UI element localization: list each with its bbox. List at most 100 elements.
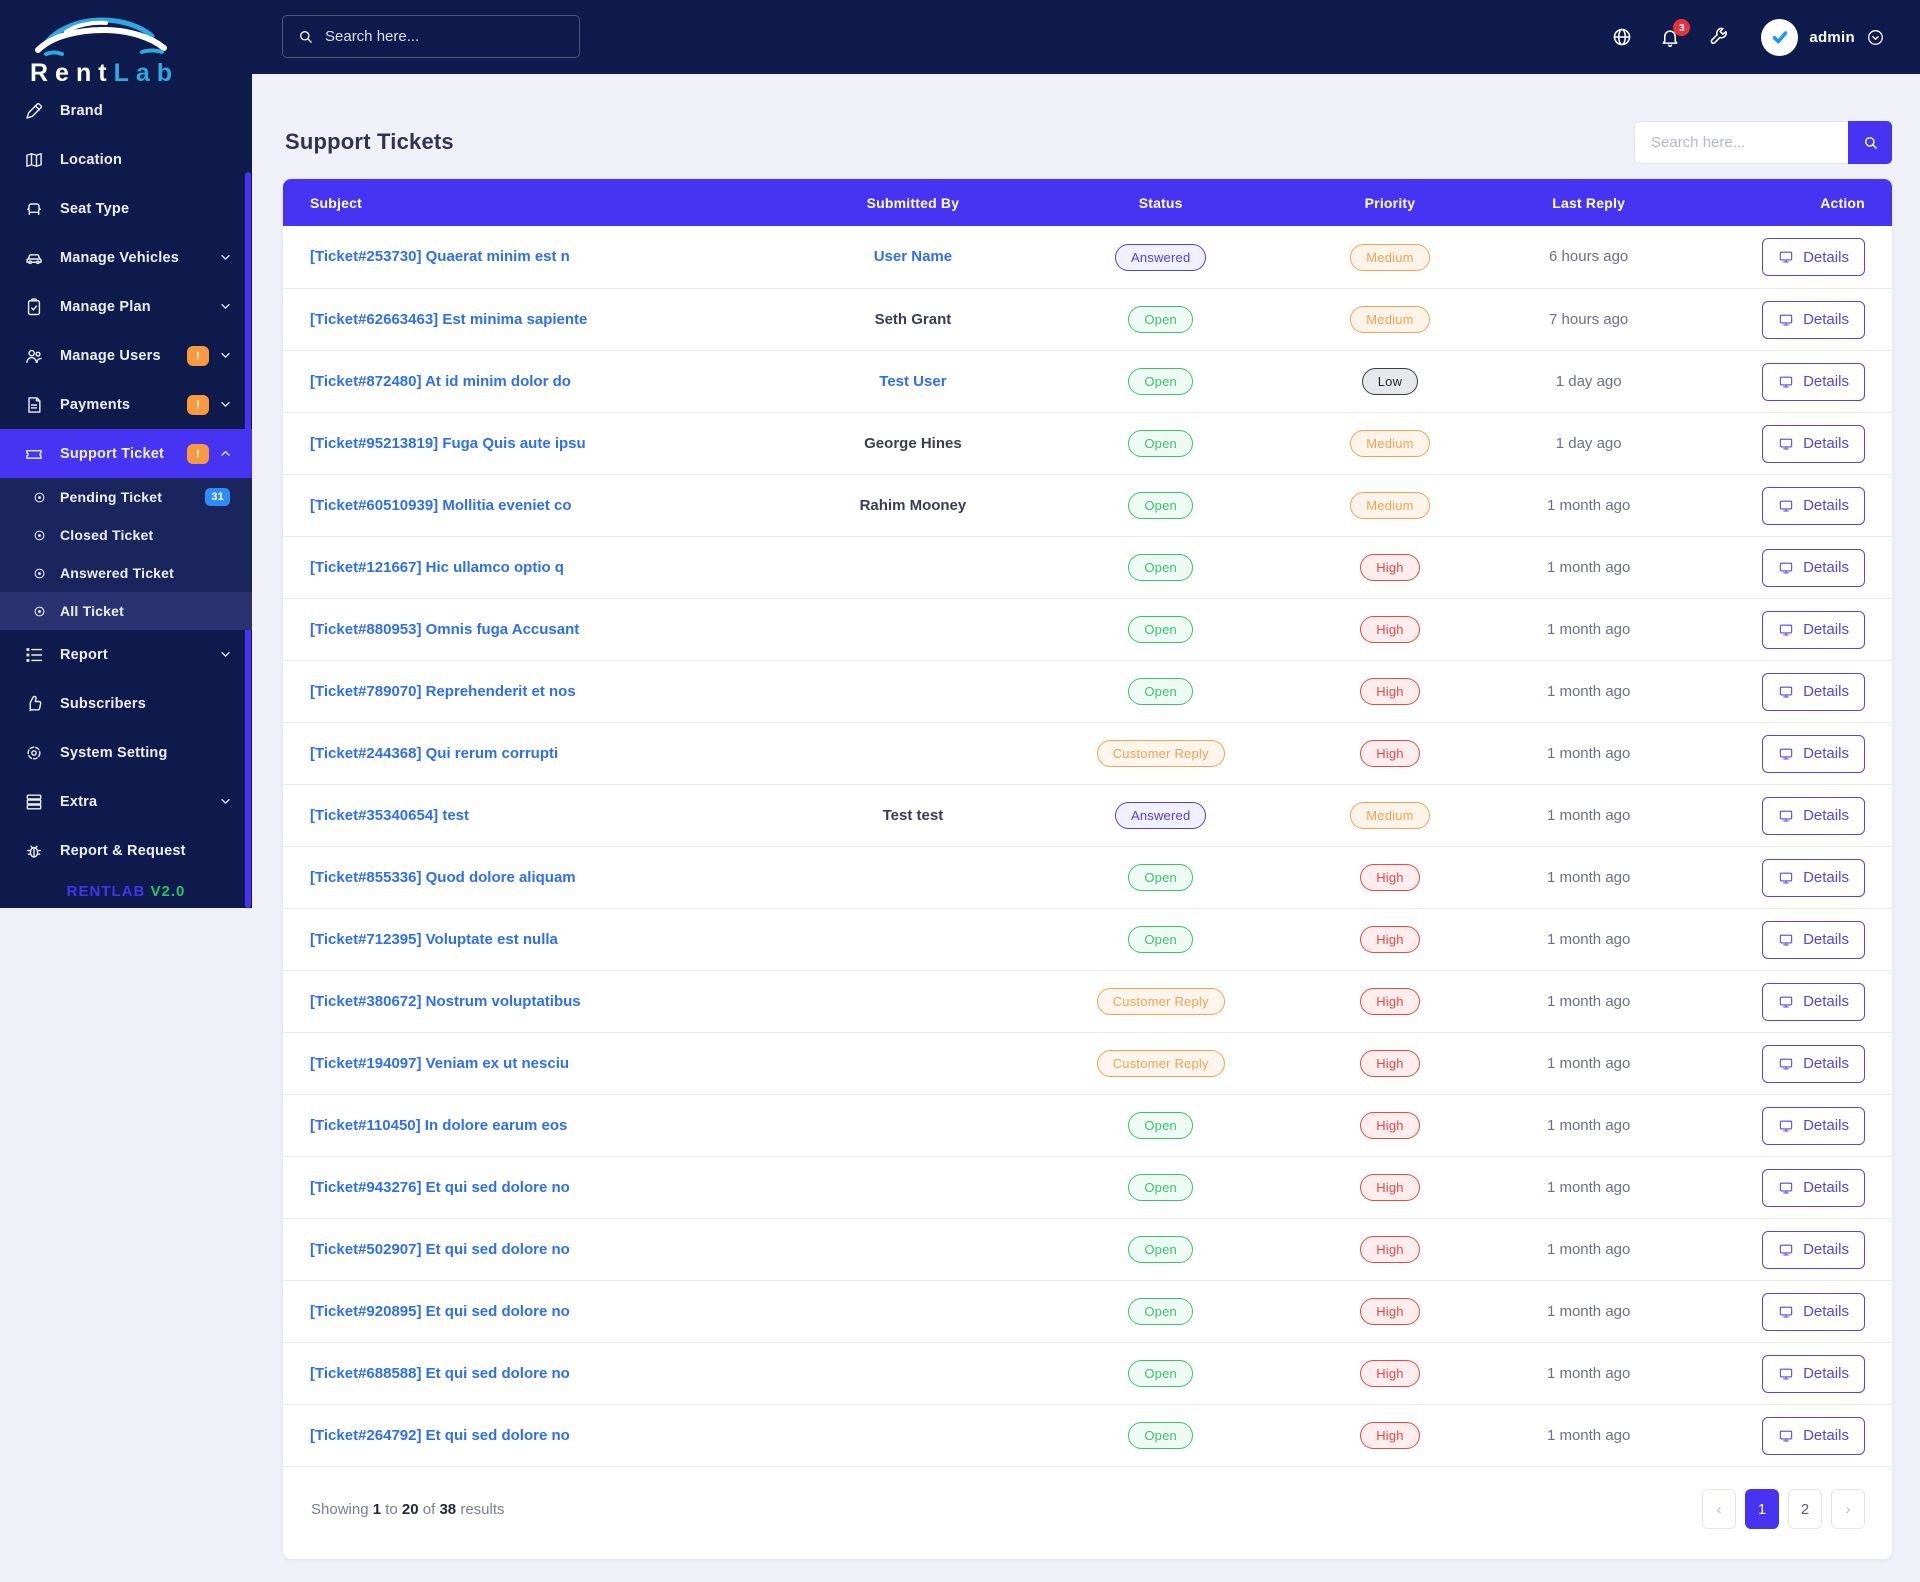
ticket-subject-link[interactable]: [Ticket#880953] Omnis fuga Accusant [310, 620, 580, 638]
app-logo[interactable]: RentLab [0, 0, 252, 96]
details-button[interactable]: Details [1762, 672, 1865, 711]
sidebar-item-manage-vehicles[interactable]: Manage Vehicles [0, 233, 252, 282]
last-reply: 1 month ago [1546, 930, 1631, 948]
pagination-prev-button[interactable]: ‹ [1702, 1489, 1736, 1529]
sidebar-item-report[interactable]: Report [0, 630, 252, 679]
chevron-down-icon [219, 349, 232, 362]
sidebar-item-closed-ticket[interactable]: Closed Ticket [0, 516, 252, 554]
ticket-icon [24, 444, 44, 464]
users-icon [24, 346, 44, 366]
submitted-by[interactable]: Test User [879, 372, 947, 390]
table-row: [Ticket#712395] Voluptate est nulla Open H… [283, 908, 1892, 970]
sidebar-item-payments[interactable]: Payments! [0, 380, 252, 429]
search-icon [297, 28, 314, 45]
details-button[interactable]: Details [1762, 1354, 1865, 1393]
ticket-subject-link[interactable]: [Ticket#380672] Nostrum voluptatibus [310, 992, 581, 1010]
sidebar-item-system-setting[interactable]: System Setting [0, 728, 252, 777]
details-button[interactable]: Details [1762, 1292, 1865, 1331]
details-button[interactable]: Details [1762, 300, 1865, 339]
ticket-subject-link[interactable]: [Ticket#121667] Hic ullamco optio q [310, 558, 564, 576]
last-reply: 1 month ago [1546, 1054, 1631, 1072]
table-search-button[interactable] [1848, 120, 1892, 164]
pagination-page-1[interactable]: 1 [1745, 1489, 1779, 1529]
details-button[interactable]: Details [1762, 920, 1865, 959]
priority-badge: High [1360, 1298, 1420, 1325]
ticket-subject-link[interactable]: [Ticket#502907] Et qui sed dolore no [310, 1240, 570, 1258]
table-row: [Ticket#110450] In dolore earum eos Open H… [283, 1094, 1892, 1156]
alert-badge: ! [187, 394, 209, 415]
details-button[interactable]: Details [1762, 1106, 1865, 1145]
pagination-next-button[interactable]: › [1831, 1489, 1865, 1529]
sidebar-item-all-ticket[interactable]: All Ticket [0, 592, 252, 630]
avatar [1761, 18, 1799, 56]
ticket-subject-link[interactable]: [Ticket#95213819] Fuga Quis aute ipsu [310, 434, 586, 452]
wrench-icon[interactable] [1707, 26, 1729, 48]
priority-badge: High [1360, 1050, 1420, 1077]
details-button[interactable]: Details [1762, 1168, 1865, 1207]
status-badge: Open [1128, 678, 1193, 705]
sidebar-item-location[interactable]: Location [0, 135, 252, 184]
sidebar-item-report-request[interactable]: Report & Request [0, 826, 252, 875]
submitted-by[interactable]: User Name [873, 248, 953, 265]
table-body: [Ticket#253730] Quaerat minim est n User … [283, 226, 1892, 1466]
ticket-subject-link[interactable]: [Ticket#194097] Veniam ex ut nesciu [310, 1054, 570, 1072]
details-button[interactable]: Details [1762, 1044, 1865, 1083]
sidebar-item-extra[interactable]: Extra [0, 777, 252, 826]
globe-icon[interactable] [1611, 26, 1633, 48]
sidebar: RentLab Brand Location Seat Type Manage Veh… [0, 0, 252, 908]
last-reply: 1 month ago [1546, 1240, 1631, 1258]
ticket-subject-link[interactable]: [Ticket#688588] Et qui sed dolore no [310, 1364, 570, 1382]
ticket-subject-link[interactable]: [Ticket#110450] In dolore earum eos [310, 1116, 568, 1134]
topbar-search-input[interactable] [325, 28, 565, 45]
priority-badge: High [1360, 678, 1420, 705]
details-button[interactable]: Details [1762, 1416, 1865, 1455]
ticket-subject-link[interactable]: [Ticket#35340654] test [310, 806, 469, 824]
sidebar-item-answered-ticket[interactable]: Answered Ticket [0, 554, 252, 592]
ticket-subject-link[interactable]: [Ticket#943276] Et qui sed dolore no [310, 1178, 570, 1196]
details-button[interactable]: Details [1762, 858, 1865, 897]
details-button[interactable]: Details [1762, 610, 1865, 649]
bell-icon[interactable]: 3 [1659, 19, 1691, 48]
chevron-down-icon [219, 398, 232, 411]
sidebar-item-brand[interactable]: Brand [0, 86, 252, 135]
last-reply: 1 month ago [1546, 1178, 1631, 1196]
ticket-subject-link[interactable]: [Ticket#789070] Reprehenderit et nos [310, 682, 576, 700]
user-menu[interactable]: admin [1761, 18, 1885, 56]
details-button[interactable]: Details [1762, 548, 1865, 587]
sidebar-item-subscribers[interactable]: Subscribers [0, 679, 252, 728]
pagination-page-2[interactable]: 2 [1788, 1489, 1822, 1529]
table-search-input[interactable] [1634, 120, 1848, 164]
status-badge: Open [1128, 430, 1193, 457]
ticket-subject-link[interactable]: [Ticket#62663463] Est minima sapiente [310, 310, 588, 328]
details-button[interactable]: Details [1762, 424, 1865, 463]
details-button[interactable]: Details [1762, 486, 1865, 525]
topbar-actions: 3 admin [1611, 0, 1885, 74]
dot-icon [32, 604, 47, 619]
sidebar-item-manage-users[interactable]: Manage Users! [0, 331, 252, 380]
sidebar-item-support-ticket[interactable]: Support Ticket! [0, 429, 252, 478]
ticket-subject-link[interactable]: [Ticket#253730] Quaerat minim est n [310, 248, 570, 265]
ticket-subject-link[interactable]: [Ticket#244368] Qui rerum corrupti [310, 744, 559, 762]
ticket-subject-link[interactable]: [Ticket#855336] Quod dolore aliquam [310, 868, 576, 886]
details-button[interactable]: Details [1762, 734, 1865, 773]
pen-icon [24, 101, 44, 121]
ticket-subject-link[interactable]: [Ticket#712395] Voluptate est nulla [310, 930, 558, 948]
sidebar-item-seat-type[interactable]: Seat Type [0, 184, 252, 233]
ticket-subject-link[interactable]: [Ticket#872480] At id minim dolor do [310, 372, 571, 390]
ticket-subject-link[interactable]: [Ticket#264792] Et qui sed dolore no [310, 1426, 570, 1444]
monitor-icon [1778, 1118, 1794, 1134]
details-button[interactable]: Details [1762, 982, 1865, 1021]
table-footer: Showing 1 to 20 of 38 results ‹ 1 2 › [283, 1466, 1892, 1559]
details-button[interactable]: Details [1762, 1230, 1865, 1269]
details-button[interactable]: Details [1762, 796, 1865, 835]
details-button[interactable]: Details [1762, 238, 1865, 276]
count-badge: 31 [205, 488, 230, 506]
ticket-subject-link[interactable]: [Ticket#60510939] Mollitia eveniet co [310, 496, 572, 514]
ticket-subject-link[interactable]: [Ticket#920895] Et qui sed dolore no [310, 1302, 570, 1320]
monitor-icon [1778, 1056, 1794, 1072]
details-button[interactable]: Details [1762, 362, 1865, 401]
priority-badge: High [1360, 740, 1420, 767]
last-reply: 1 month ago [1546, 496, 1631, 514]
sidebar-item-pending-ticket[interactable]: Pending Ticket 31 [0, 478, 252, 516]
sidebar-item-manage-plan[interactable]: Manage Plan [0, 282, 252, 331]
